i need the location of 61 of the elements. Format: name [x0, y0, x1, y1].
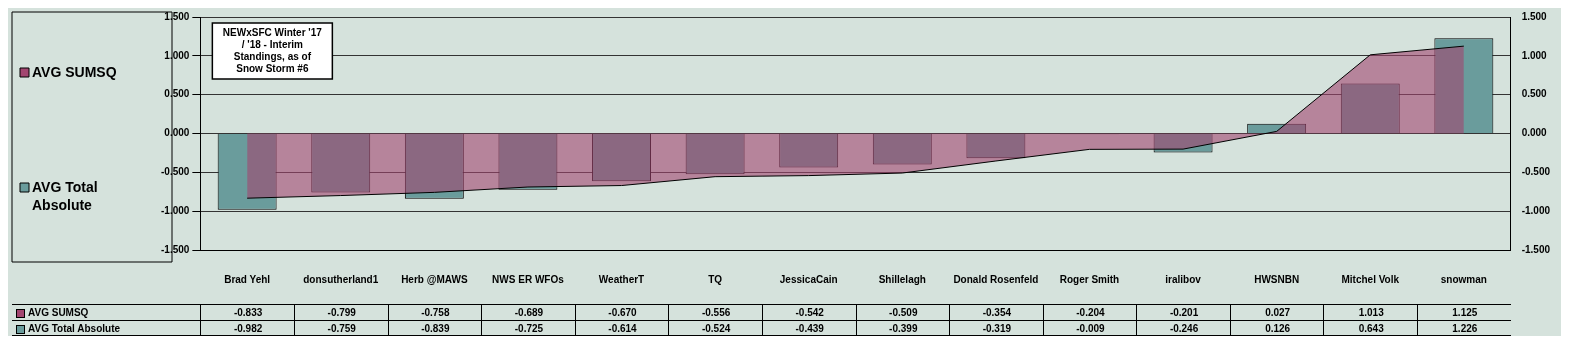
data-label: 1.226: [1417, 321, 1512, 336]
y-tick-label: 1.500: [164, 10, 190, 22]
data-label: -0.542: [761, 305, 857, 320]
x-tick-label: Herb @MAWS: [401, 273, 468, 285]
data-label: -0.246: [1136, 321, 1231, 336]
x-tick-label: snowman: [1440, 273, 1487, 285]
x-tick-label: Roger Smith: [1059, 273, 1120, 285]
y-tick-label: -0.500: [161, 166, 190, 178]
text: NEWxSFC Winter '17 / '18 - Interim Standings, as of Snow Storm #6: [222, 26, 323, 74]
data-label: -0.833: [200, 305, 295, 320]
data-label: 0.027: [1229, 305, 1325, 320]
y2-tick-label: -1.500: [1521, 243, 1551, 255]
y2-tick-label: -0.500: [1521, 166, 1551, 178]
y-tick-label: 0.000: [164, 127, 190, 139]
y2-tick-label: 0.500: [1521, 88, 1548, 100]
data-label: 0.126: [1229, 321, 1325, 336]
data-label: -0.614: [574, 321, 670, 336]
text: AVG SUMSQ: [28, 307, 89, 318]
y2-tick-label: 1.500: [1521, 10, 1548, 22]
y-tick-label: -1.500: [161, 243, 190, 255]
x-tick-label: TQ: [708, 273, 723, 285]
x-tick-label: Brad Yehl: [224, 273, 271, 285]
data-label: -0.319: [949, 321, 1044, 336]
data-label: 1.125: [1417, 305, 1512, 320]
data-label: -0.556: [668, 305, 763, 320]
y-tick-label: -1.000: [161, 204, 190, 216]
data-label: -0.439: [761, 321, 857, 336]
data-label: -0.509: [855, 305, 951, 320]
y2-tick-label: 1.000: [1521, 49, 1548, 61]
data-label: -0.839: [387, 321, 483, 336]
x-tick-label: Donald Rosenfeld: [953, 273, 1039, 285]
y-tick-label: 1.000: [164, 49, 190, 61]
data-label: -0.354: [949, 305, 1044, 320]
x-tick-label: Shillelagh: [878, 273, 926, 285]
y2-tick-label: 0.000: [1521, 127, 1548, 139]
data-label: 0.643: [1323, 321, 1419, 336]
data-label: -0.201: [1136, 305, 1231, 320]
data-label: -0.725: [481, 321, 576, 336]
data-label: -0.689: [481, 305, 576, 320]
data-label: -0.670: [574, 305, 670, 320]
y2-tick-label: -1.000: [1521, 204, 1551, 216]
x-tick-label: WeatherT: [598, 273, 645, 285]
x-tick-label: JessicaCain: [779, 273, 838, 285]
data-label: -0.799: [293, 305, 389, 320]
x-tick-label: Mitchel Volk: [1341, 273, 1400, 285]
data-label: -0.759: [293, 321, 389, 336]
data-label: -0.982: [200, 321, 295, 336]
data-label: 1.013: [1323, 305, 1419, 320]
x-tick-label: donsutherland1: [303, 273, 379, 285]
x-tick-label: NWS ER WFOs: [492, 273, 565, 285]
legend-label: AVG SUMSQ: [32, 63, 117, 80]
text: AVG Total Absolute: [28, 323, 121, 334]
data-label: -0.399: [855, 321, 951, 336]
x-tick-label: iralibov: [1165, 273, 1202, 285]
data-label: -0.009: [1042, 321, 1138, 336]
legend-label: AVG Total Absolute: [32, 178, 98, 213]
x-tick-label: HWSNBN: [1254, 273, 1300, 285]
data-label: -0.204: [1042, 305, 1138, 320]
data-label: -0.758: [387, 305, 483, 320]
data-label: -0.524: [668, 321, 763, 336]
y-tick-label: 0.500: [164, 88, 190, 100]
